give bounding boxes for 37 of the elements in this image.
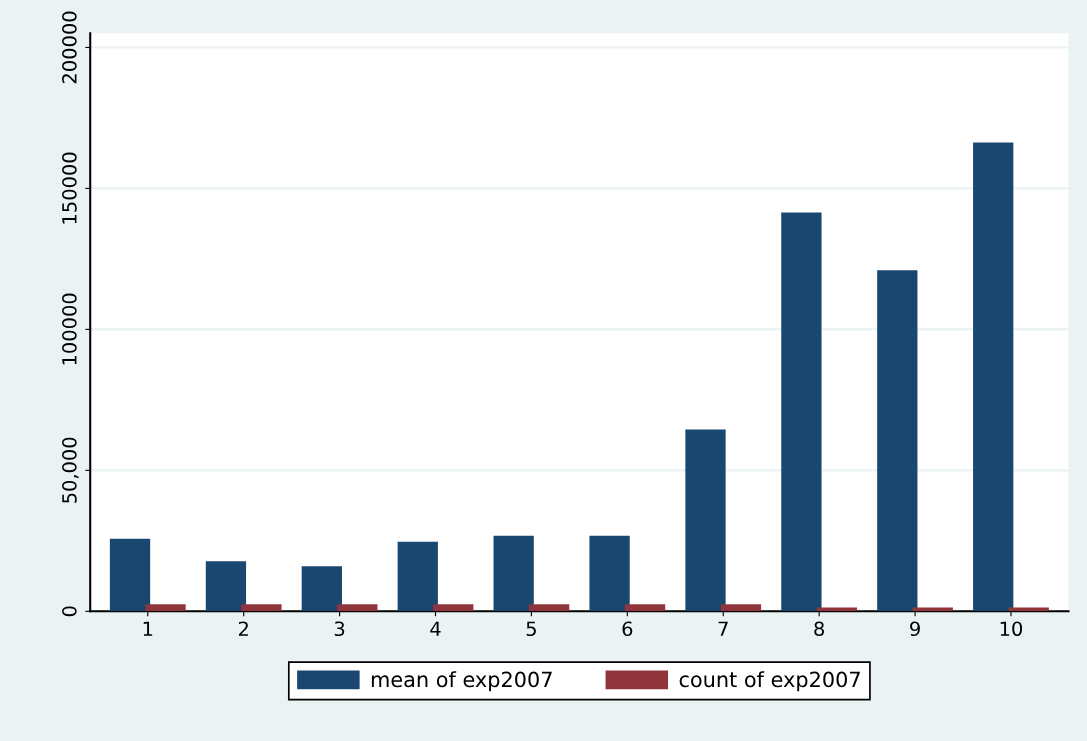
x-tick-label: 10 [1000, 621, 1023, 637]
x-tick-label: 7 [718, 621, 728, 636]
legend-label: count of exp2007 [679, 671, 860, 692]
bar [720, 604, 762, 612]
y-tick-label: 200000 [62, 11, 77, 84]
bar [529, 604, 570, 612]
bar [205, 561, 247, 612]
bar [433, 604, 474, 612]
x-tick-label: 9 [910, 621, 920, 637]
x-tick-label: 4 [430, 621, 441, 636]
x-tick-label: 6 [622, 621, 633, 637]
x-tick-label: 2 [238, 621, 248, 636]
bar [589, 535, 630, 612]
bar [912, 607, 953, 612]
bar [145, 604, 186, 612]
bar [337, 604, 378, 612]
x-tick-label: 3 [334, 621, 345, 637]
y-tick-label: 0 [62, 606, 77, 617]
y-tick-label: 150000 [62, 152, 77, 224]
y-tick-label: 50,000 [62, 437, 79, 503]
x-tick-label: 8 [814, 621, 825, 637]
bar [781, 212, 822, 612]
x-tick-label: 5 [526, 621, 536, 637]
bar [241, 604, 282, 612]
legend-label: mean of exp2007 [371, 671, 552, 692]
bar [973, 142, 1014, 612]
bar [493, 535, 534, 612]
bar [624, 604, 666, 612]
bar [1008, 607, 1049, 612]
x-tick-label: 1 [143, 621, 153, 636]
bar [301, 566, 342, 612]
bar [685, 429, 726, 612]
bar [109, 538, 151, 612]
y-tick-label: 100000 [62, 293, 77, 365]
bar [816, 607, 858, 612]
bar [397, 541, 438, 612]
bar [877, 270, 918, 612]
